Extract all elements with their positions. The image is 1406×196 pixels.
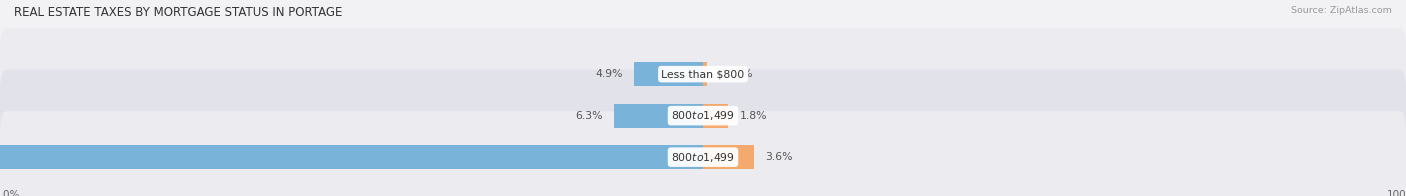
Text: 6.3%: 6.3%: [575, 111, 603, 121]
Bar: [634, 62, 703, 86]
Text: 0.32%: 0.32%: [718, 69, 754, 79]
Bar: [703, 62, 707, 86]
FancyBboxPatch shape: [0, 28, 1406, 120]
FancyBboxPatch shape: [0, 70, 1406, 162]
Bar: [703, 145, 754, 169]
Bar: [614, 104, 703, 128]
Bar: [0, 145, 703, 169]
Text: REAL ESTATE TAXES BY MORTGAGE STATUS IN PORTAGE: REAL ESTATE TAXES BY MORTGAGE STATUS IN …: [14, 6, 343, 19]
Text: 4.9%: 4.9%: [595, 69, 623, 79]
Text: Source: ZipAtlas.com: Source: ZipAtlas.com: [1291, 6, 1392, 15]
Bar: [703, 104, 728, 128]
FancyBboxPatch shape: [0, 111, 1406, 196]
Text: Less than $800: Less than $800: [661, 69, 745, 79]
Text: $800 to $1,499: $800 to $1,499: [671, 109, 735, 122]
Text: 3.6%: 3.6%: [765, 152, 793, 162]
Text: $800 to $1,499: $800 to $1,499: [671, 151, 735, 164]
Text: 1.8%: 1.8%: [740, 111, 768, 121]
